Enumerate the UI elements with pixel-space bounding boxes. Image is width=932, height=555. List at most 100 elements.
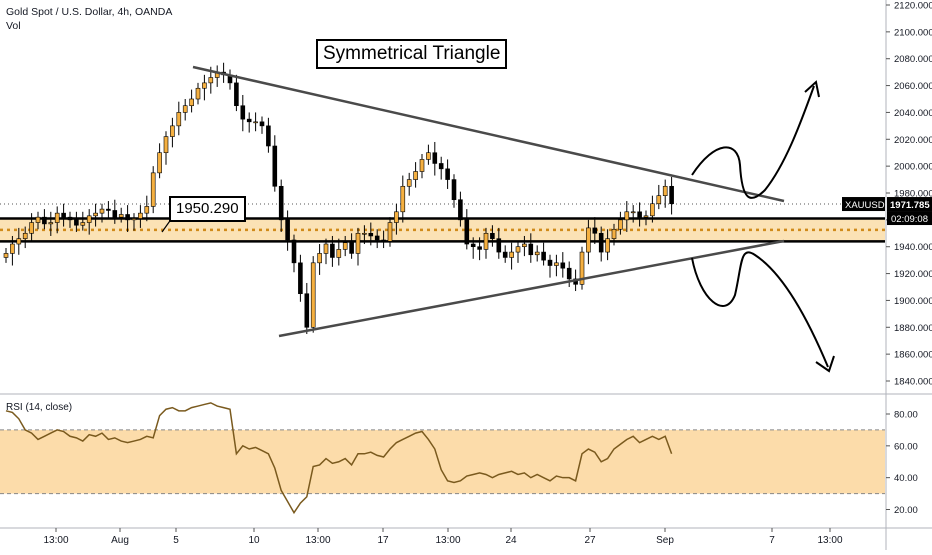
candle-down[interactable]	[246, 118, 252, 123]
candle-down[interactable]	[67, 216, 73, 221]
candle-up[interactable]	[22, 232, 28, 239]
candle-up[interactable]	[86, 215, 92, 223]
candle-down[interactable]	[74, 219, 79, 226]
candle-up[interactable]	[118, 214, 124, 218]
candle-up[interactable]	[611, 228, 617, 239]
candle-up[interactable]	[662, 185, 668, 196]
candle-down[interactable]	[330, 243, 335, 258]
candle-up[interactable]	[195, 87, 201, 100]
candle-up[interactable]	[426, 152, 431, 160]
candle-down[interactable]	[432, 152, 438, 164]
candle-up[interactable]	[630, 211, 636, 214]
candle-up[interactable]	[579, 251, 585, 285]
candle-up[interactable]	[336, 249, 342, 258]
candle-up[interactable]	[618, 219, 623, 230]
candle-up[interactable]	[189, 98, 194, 107]
candle-up[interactable]	[394, 211, 399, 223]
candle-down[interactable]	[368, 232, 374, 237]
candle-up[interactable]	[48, 222, 54, 225]
candle-up[interactable]	[157, 152, 162, 174]
candle-up[interactable]	[310, 262, 316, 328]
triangle-lower-trendline[interactable]	[278, 239, 785, 338]
candle-up[interactable]	[253, 121, 258, 124]
candle-down[interactable]	[125, 214, 130, 221]
candle-down[interactable]	[470, 243, 476, 248]
candle-down[interactable]	[374, 235, 380, 241]
rsi-line[interactable]	[5, 402, 673, 515]
candle-down[interactable]	[528, 243, 534, 256]
candle-up[interactable]	[534, 251, 540, 256]
candle-down[interactable]	[560, 262, 566, 269]
candle-up[interactable]	[80, 222, 86, 226]
candle-down[interactable]	[291, 239, 297, 264]
candle-down[interactable]	[278, 185, 284, 221]
candle-up[interactable]	[208, 77, 214, 84]
candle-up[interactable]	[656, 195, 662, 205]
candle-down[interactable]	[496, 238, 502, 253]
candle-up[interactable]	[323, 243, 329, 254]
candle-up[interactable]	[93, 212, 98, 217]
candle-up[interactable]	[16, 238, 22, 245]
candle-down[interactable]	[349, 242, 354, 254]
candle-up[interactable]	[400, 185, 406, 213]
candle-down[interactable]	[477, 246, 482, 250]
candle-down[interactable]	[381, 239, 386, 242]
candle-down[interactable]	[490, 232, 495, 239]
candle-up[interactable]	[605, 238, 610, 253]
candle-up[interactable]	[138, 212, 143, 219]
candle-up[interactable]	[515, 246, 521, 253]
candle-down[interactable]	[502, 251, 508, 258]
candle-up[interactable]	[483, 232, 489, 250]
candle-down[interactable]	[106, 208, 111, 211]
candle-up[interactable]	[342, 242, 348, 250]
bullish-projection-path[interactable]	[691, 85, 815, 199]
candle-up[interactable]	[586, 227, 591, 253]
candle-up[interactable]	[150, 172, 156, 207]
candle-up[interactable]	[362, 232, 367, 235]
candle-down[interactable]	[112, 210, 118, 218]
candle-down[interactable]	[304, 293, 310, 328]
candle-down[interactable]	[285, 219, 290, 241]
candle-up[interactable]	[163, 136, 169, 154]
candle-down[interactable]	[547, 259, 553, 266]
candle-down[interactable]	[541, 251, 546, 261]
candle-up[interactable]	[170, 125, 175, 137]
candle-down[interactable]	[298, 262, 303, 295]
candle-down[interactable]	[451, 179, 457, 201]
candle-up[interactable]	[54, 212, 60, 223]
level-callout[interactable]: 1950.290	[169, 196, 246, 222]
candle-up[interactable]	[387, 222, 393, 242]
candle-up[interactable]	[643, 215, 649, 218]
candle-up[interactable]	[522, 243, 527, 248]
candle-up[interactable]	[3, 253, 9, 258]
candle-down[interactable]	[637, 211, 642, 218]
candle-up[interactable]	[29, 222, 34, 234]
candle-down[interactable]	[61, 212, 66, 218]
candle-down[interactable]	[234, 82, 239, 107]
candle-up[interactable]	[202, 82, 207, 89]
pattern-title[interactable]: Symmetrical Triangle	[316, 39, 508, 69]
candle-down[interactable]	[464, 219, 470, 245]
candle-down[interactable]	[259, 121, 265, 127]
candle-down[interactable]	[458, 199, 463, 221]
candle-down[interactable]	[566, 267, 572, 280]
candle-down[interactable]	[42, 216, 47, 225]
candle-up[interactable]	[176, 112, 182, 127]
candle-up[interactable]	[317, 253, 322, 264]
candle-up[interactable]	[554, 262, 559, 266]
candle-up[interactable]	[419, 159, 425, 172]
candle-down[interactable]	[669, 185, 674, 205]
candle-down[interactable]	[438, 163, 444, 170]
candle-down[interactable]	[592, 227, 598, 234]
candle-up[interactable]	[509, 251, 514, 258]
candle-up[interactable]	[182, 105, 188, 113]
candle-up[interactable]	[35, 216, 41, 223]
candle-up[interactable]	[131, 218, 137, 221]
candle-down[interactable]	[598, 232, 604, 253]
triangle-upper-trendline[interactable]	[192, 65, 785, 203]
candle-up[interactable]	[355, 232, 361, 254]
candle-up[interactable]	[144, 206, 150, 214]
candle-down[interactable]	[266, 125, 271, 147]
